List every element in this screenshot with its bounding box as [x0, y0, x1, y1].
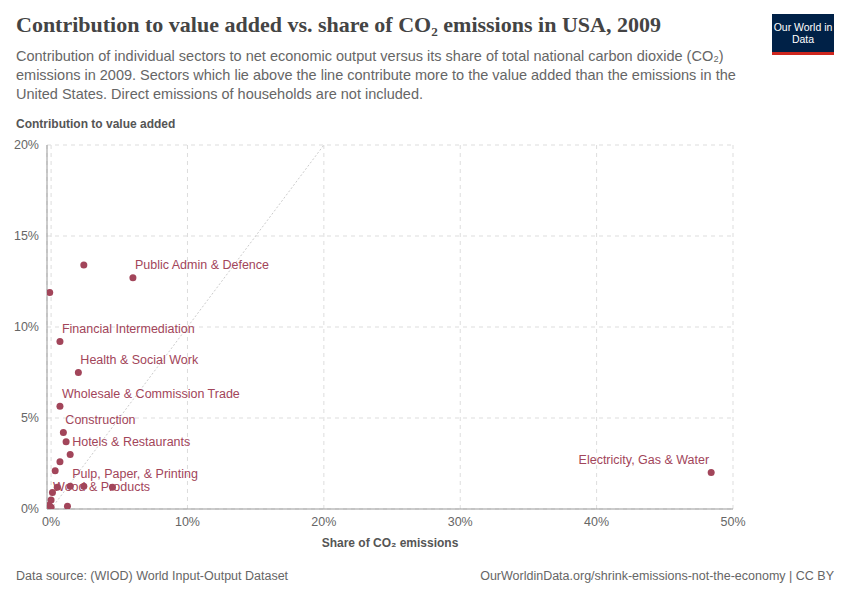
html-text:OurWorldinData.org/shrink-emis: OurWorldinData.org/shrink-emissions-not-…: [480, 569, 834, 583]
svg-text:Financial Intermediation: Financial Intermediation: [62, 322, 195, 336]
svg-text:Electricity, Gas & Water: Electricity, Gas & Water: [579, 453, 710, 467]
svg-text:20%: 20%: [14, 138, 39, 152]
svg-text:20%: 20%: [311, 515, 336, 529]
svg-text:Hotels & Restaurants: Hotels & Restaurants: [72, 435, 190, 449]
html-text:Contribution to value added: Contribution to value added: [16, 117, 176, 131]
svg-text:Public Admin & Defence: Public Admin & Defence: [135, 258, 269, 272]
svg-text:Wood & Products: Wood & Products: [53, 480, 150, 494]
svg-text:0%: 0%: [42, 515, 60, 529]
svg-text:Share of CO₂ emissions: Share of CO₂ emissions: [322, 536, 459, 550]
svg-text:Wholesale & Commission Trade: Wholesale & Commission Trade: [62, 387, 240, 401]
svg-text:10%: 10%: [14, 320, 39, 334]
svg-text:15%: 15%: [14, 229, 39, 243]
html-text:Contribution of individual sec: Contribution of individual sectors to ne…: [16, 48, 736, 102]
svg-text:40%: 40%: [584, 515, 609, 529]
html-text:Contribution to value added vs: Contribution to value added vs. share of…: [16, 12, 661, 37]
html-text:Our World in Data: Our World in Data: [773, 21, 833, 45]
svg-text:10%: 10%: [175, 515, 200, 529]
svg-text:5%: 5%: [21, 411, 39, 425]
svg-text:50%: 50%: [720, 515, 745, 529]
svg-text:Health & Social Work: Health & Social Work: [80, 353, 199, 367]
svg-text:Construction: Construction: [65, 413, 135, 427]
html-text:Data source: (WIOD) World Inpu: Data source: (WIOD) World Input-Output D…: [16, 569, 289, 583]
svg-text:Pulp, Paper, & Printing: Pulp, Paper, & Printing: [72, 467, 198, 481]
svg-text:0%: 0%: [21, 502, 39, 516]
svg-text:30%: 30%: [448, 515, 473, 529]
